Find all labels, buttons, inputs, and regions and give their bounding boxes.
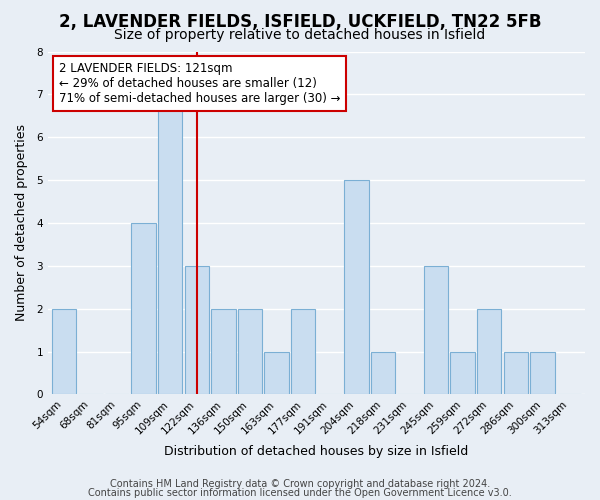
Bar <box>158 94 182 395</box>
Text: Contains public sector information licensed under the Open Government Licence v3: Contains public sector information licen… <box>88 488 512 498</box>
Bar <box>291 308 316 394</box>
Y-axis label: Number of detached properties: Number of detached properties <box>15 124 28 322</box>
Bar <box>52 308 76 394</box>
Bar <box>211 308 236 394</box>
Bar <box>530 352 554 395</box>
Bar <box>238 308 262 394</box>
Bar <box>185 266 209 394</box>
Bar <box>264 352 289 395</box>
Text: 2 LAVENDER FIELDS: 121sqm
← 29% of detached houses are smaller (12)
71% of semi-: 2 LAVENDER FIELDS: 121sqm ← 29% of detac… <box>59 62 340 105</box>
Bar <box>344 180 368 394</box>
Bar <box>451 352 475 395</box>
Bar <box>424 266 448 394</box>
Text: Size of property relative to detached houses in Isfield: Size of property relative to detached ho… <box>115 28 485 42</box>
X-axis label: Distribution of detached houses by size in Isfield: Distribution of detached houses by size … <box>164 444 469 458</box>
Bar <box>131 223 156 394</box>
Text: Contains HM Land Registry data © Crown copyright and database right 2024.: Contains HM Land Registry data © Crown c… <box>110 479 490 489</box>
Bar <box>503 352 528 395</box>
Text: 2, LAVENDER FIELDS, ISFIELD, UCKFIELD, TN22 5FB: 2, LAVENDER FIELDS, ISFIELD, UCKFIELD, T… <box>59 12 541 30</box>
Bar <box>477 308 502 394</box>
Bar <box>371 352 395 395</box>
